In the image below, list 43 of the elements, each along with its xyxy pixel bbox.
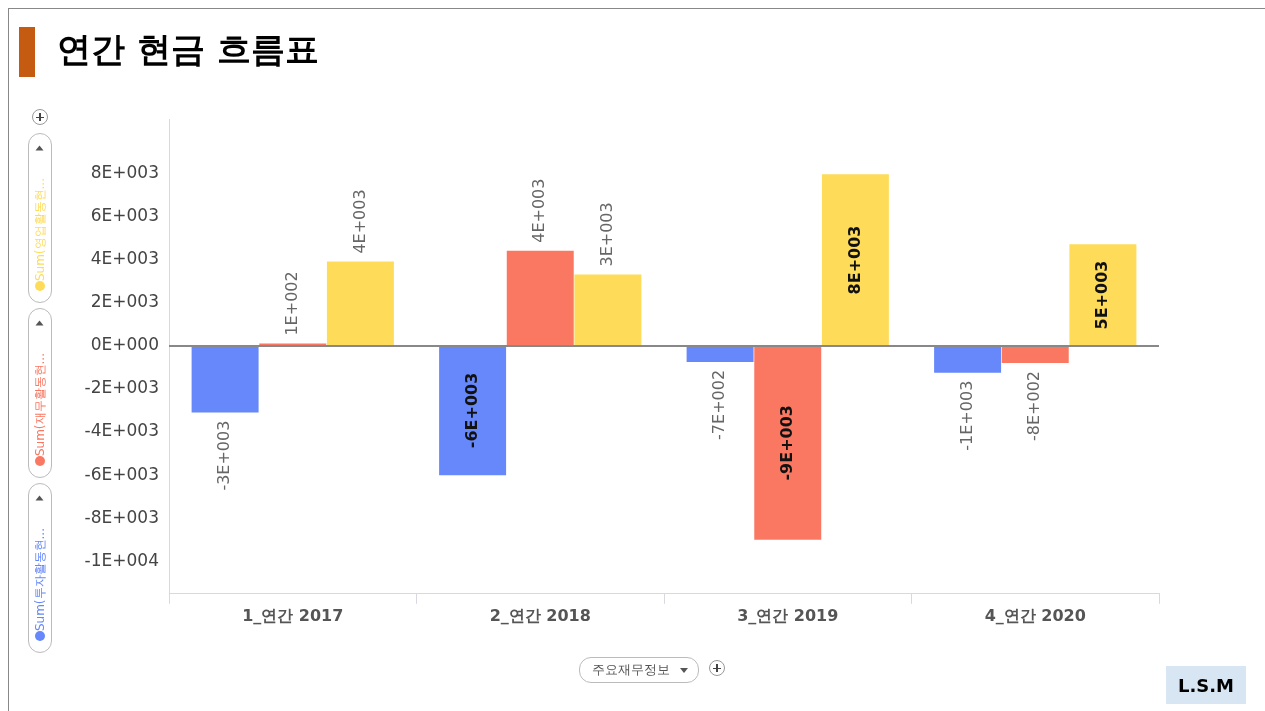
y-tick-label: -1E+004 [84,549,159,570]
bar [439,345,507,476]
data-label: 4E+003 [529,178,549,243]
data-label: 8E+003 [844,225,864,295]
bar [326,261,394,346]
y-tick-label: 8E+003 [90,161,159,182]
y-tick-label: -8E+003 [84,506,159,527]
bar [574,274,642,346]
x-tick-label: 2_연간 2018 [489,605,591,625]
bar [506,250,574,346]
data-label: -7E+002 [709,369,729,440]
data-label: 5E+003 [1092,260,1112,330]
text: Sum(재무활동현... [32,352,48,456]
x-axis-title: 주요재무정보 [592,662,670,677]
data-label: 4E+003 [349,189,369,254]
y-tick-label: -4E+003 [84,420,159,441]
bar [754,345,822,540]
text: Sum(영업활동현... [32,177,48,281]
chart-title: 연간 현금 흐름표 [57,28,319,71]
bar [821,174,889,346]
y-tick-label: 0E+000 [90,334,159,355]
bar [1069,244,1137,346]
bar [191,345,259,413]
data-label: 1E+002 [281,271,301,336]
y-tick-label: 2E+003 [90,290,159,311]
text: L.S.M [1166,666,1246,704]
data-label: -1E+003 [956,380,976,451]
x-tick-label: 3_연간 2019 [737,605,839,625]
data-label: -8E+002 [1024,370,1044,441]
data-label: -3E+003 [214,420,234,491]
y-tick-label: 4E+003 [90,247,159,268]
data-label: -9E+003 [776,405,796,481]
x-tick-label: 1_연간 2017 [242,605,344,625]
text: Sum(투자활동현... [32,527,48,631]
data-label: 3E+003 [597,202,617,267]
bar [686,345,754,362]
bar [1001,345,1069,363]
bar [934,345,1002,373]
data-label: -6E+003 [461,372,481,449]
y-tick-label: -2E+003 [84,377,159,398]
x-tick-label: 4_연간 2020 [984,605,1086,625]
y-tick-label: -6E+003 [84,463,159,484]
y-tick-label: 6E+003 [90,204,159,225]
